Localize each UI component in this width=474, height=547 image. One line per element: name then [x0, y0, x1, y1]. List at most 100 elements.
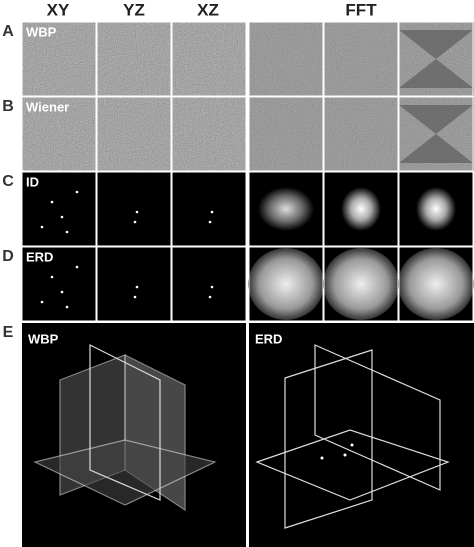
particle: [133, 220, 137, 224]
panel-border: [398, 246, 474, 322]
panel-border: [248, 96, 324, 172]
panel-noise: [22, 22, 96, 96]
panel-border: [171, 96, 247, 172]
image-panel: [323, 246, 399, 322]
row-letter: D: [2, 248, 14, 265]
image-panel: [171, 96, 247, 172]
image-panel: [96, 171, 172, 247]
fft-blob: [258, 187, 314, 231]
panel-label: Wiener: [26, 99, 69, 114]
panel-border: [248, 171, 324, 247]
panel-border: [323, 96, 399, 172]
particle: [50, 200, 54, 204]
image-panel: [96, 96, 172, 172]
image-panel: [398, 96, 474, 172]
row-letter: A: [2, 23, 14, 40]
panel-label: ERD: [26, 249, 53, 264]
panel-border: [21, 96, 97, 172]
fft-blob: [323, 248, 399, 320]
image-panel: [96, 21, 172, 97]
panel-noise: [22, 97, 96, 171]
erd-planes: [255, 344, 450, 529]
image-panel: [21, 171, 97, 247]
particle: [208, 295, 212, 299]
panel-border: [398, 171, 474, 247]
fft-wedge: [399, 105, 473, 163]
fft-blob: [341, 187, 381, 231]
panel-noise: [324, 22, 398, 96]
panel-border: [323, 21, 399, 97]
panel-grid: A WBP B Wiener C ID D ERD: [2, 21, 474, 322]
column-header: XY: [47, 0, 70, 19]
image-panel: [248, 171, 324, 247]
particle: [60, 215, 64, 219]
particle: [210, 210, 214, 214]
image-panel: [323, 171, 399, 247]
panel-label: ERD: [255, 331, 282, 346]
panel-border: [398, 21, 474, 97]
fft-blob: [248, 248, 324, 320]
particle: [75, 190, 79, 194]
panel-noise: [324, 97, 398, 171]
panel-border: [96, 246, 172, 322]
panel-bg: [22, 172, 96, 246]
particle: [75, 265, 79, 269]
particle: [133, 295, 137, 299]
image-panel: [171, 171, 247, 247]
panel-border: [96, 171, 172, 247]
image-panel: [248, 21, 324, 97]
fft-blob: [398, 248, 474, 320]
row-letter: E: [3, 324, 14, 341]
particle: [65, 230, 69, 234]
panel-bg: [22, 247, 96, 321]
wbp-planes: [33, 344, 217, 512]
panel-label: WBP: [26, 24, 57, 39]
image-panel: [21, 246, 97, 322]
image-panel: [171, 246, 247, 322]
panel-border: [96, 96, 172, 172]
image-panel: [323, 96, 399, 172]
image-panel: [21, 96, 97, 172]
column-header: YZ: [123, 0, 145, 19]
panel-border: [323, 171, 399, 247]
particle: [40, 225, 44, 229]
particle: [135, 210, 139, 214]
panel-border: [248, 21, 324, 97]
column-headers: XY YZ XZ FFT: [47, 0, 378, 19]
fft-wedge: [399, 30, 473, 88]
panel-label: ID: [26, 174, 39, 189]
image-panel: [171, 21, 247, 97]
panel-e: E WBP ERD: [3, 323, 474, 547]
panel-border: [96, 21, 172, 97]
panel-noise: [172, 97, 246, 171]
panel-border: [21, 171, 97, 247]
panel-border: [21, 21, 97, 97]
panel-border: [171, 246, 247, 322]
particle: [65, 305, 69, 309]
image-panel: [323, 21, 399, 97]
image-panel: [398, 171, 474, 247]
particle: [60, 290, 64, 294]
panel-noise: [97, 22, 171, 96]
particle: [210, 285, 214, 289]
panel-noise: [172, 22, 246, 96]
row-letter: C: [2, 173, 14, 190]
particle: [135, 285, 139, 289]
panel-bg: [97, 247, 171, 321]
particle: [208, 220, 212, 224]
column-header: FFT: [345, 0, 377, 19]
image-panel: [248, 96, 324, 172]
panel-border: [398, 96, 474, 172]
image-panel: [398, 246, 474, 322]
image-panel: [398, 21, 474, 97]
panel-noise: [249, 22, 323, 96]
image-panel: [96, 246, 172, 322]
particle: [50, 275, 54, 279]
panel-bg: [97, 172, 171, 246]
erd-3d-panel: [249, 323, 474, 547]
panel-border: [171, 21, 247, 97]
panel-bg: [172, 172, 246, 246]
panel-label: WBP: [28, 331, 59, 346]
panel-noise: [97, 97, 171, 171]
